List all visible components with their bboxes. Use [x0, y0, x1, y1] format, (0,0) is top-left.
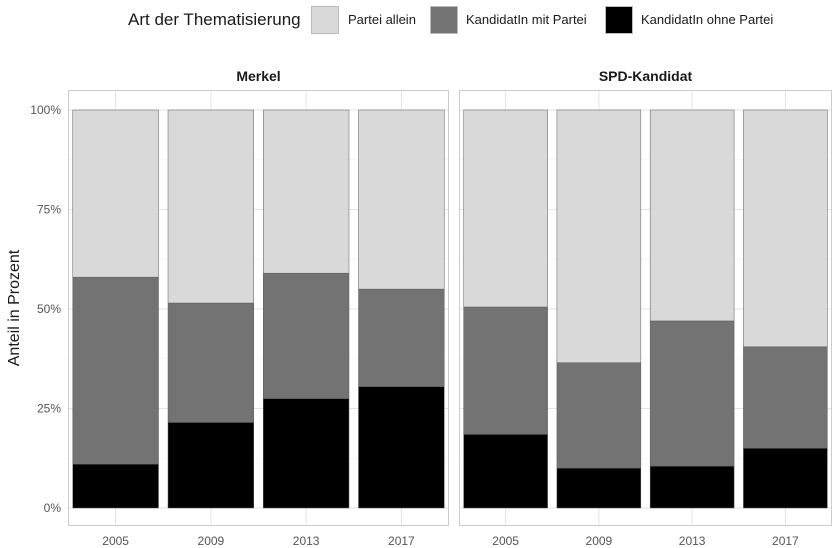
x-tick-label: 2009	[586, 534, 613, 548]
legend-key-partei-allein	[311, 6, 339, 34]
y-tick-label: 75%	[37, 203, 61, 217]
bar-kandidatin-mit-partei	[463, 306, 548, 435]
bar-kandidatin-mit-partei	[358, 288, 445, 387]
bar-kandidatin-ohne-partei	[263, 398, 350, 509]
x-tick-label: 2009	[198, 534, 225, 548]
bar-partei-allein	[556, 109, 642, 363]
bar-partei-allein	[463, 109, 548, 308]
facet-strip	[459, 61, 832, 90]
x-tick-label: 2017	[388, 534, 415, 548]
bar-kandidatin-ohne-partei	[72, 463, 159, 509]
y-axis-title: Anteil in Prozent	[6, 249, 23, 366]
bar-kandidatin-mit-partei	[167, 302, 254, 423]
bar-partei-allein	[72, 109, 159, 278]
legend-label-partei-allein: Partei allein	[348, 12, 416, 27]
legend-label-kandidatin-mit-partei: KandidatIn mit Partei	[466, 12, 587, 27]
bar-partei-allein	[358, 109, 445, 290]
facet-title: SPD-Kandidat	[599, 68, 693, 84]
y-tick-label: 0%	[44, 501, 62, 515]
bar-kandidatin-mit-partei	[263, 272, 350, 399]
y-tick-label: 50%	[37, 302, 61, 316]
x-tick-label: 2013	[679, 534, 706, 548]
bar-kandidatin-ohne-partei	[556, 467, 642, 509]
facet-strip	[68, 61, 449, 90]
bar-partei-allein	[167, 109, 254, 304]
legend-label-kandidatin-ohne-partei: KandidatIn ohne Partei	[641, 12, 774, 27]
legend-key-kandidatin-ohne-partei	[605, 6, 633, 34]
y-tick-label: 100%	[30, 103, 61, 117]
x-tick-label: 2017	[772, 534, 799, 548]
bar-kandidatin-ohne-partei	[358, 386, 445, 509]
bar-kandidatin-mit-partei	[556, 362, 642, 469]
bar-kandidatin-mit-partei	[743, 346, 828, 449]
bar-kandidatin-mit-partei	[649, 320, 735, 467]
legend-title: Art der Thematisierung	[128, 10, 301, 29]
bar-partei-allein	[743, 109, 828, 348]
bar-partei-allein	[263, 109, 350, 274]
legend-key-kandidatin-mit-partei	[430, 6, 458, 34]
bar-kandidatin-ohne-partei	[463, 434, 548, 509]
y-tick-label: 25%	[37, 402, 61, 416]
x-tick-label: 2005	[102, 534, 129, 548]
panel-border	[68, 90, 449, 526]
x-tick-label: 2013	[293, 534, 320, 548]
bar-kandidatin-ohne-partei	[649, 465, 735, 509]
bar-kandidatin-mit-partei	[72, 276, 159, 465]
x-tick-label: 2005	[492, 534, 519, 548]
panel-spd-kandidat: SPD-Kandidat 2005 2009 2013 2017	[459, 61, 832, 548]
panel-merkel: Merkel 2005 2009 2013 2017	[68, 61, 449, 548]
bar-kandidatin-ohne-partei	[743, 448, 828, 509]
legend: Art der Thematisierung Partei allein Kan…	[0, 0, 832, 44]
bar-partei-allein	[649, 109, 735, 322]
facet-title: Merkel	[236, 68, 280, 84]
bar-kandidatin-ohne-partei	[167, 422, 254, 509]
